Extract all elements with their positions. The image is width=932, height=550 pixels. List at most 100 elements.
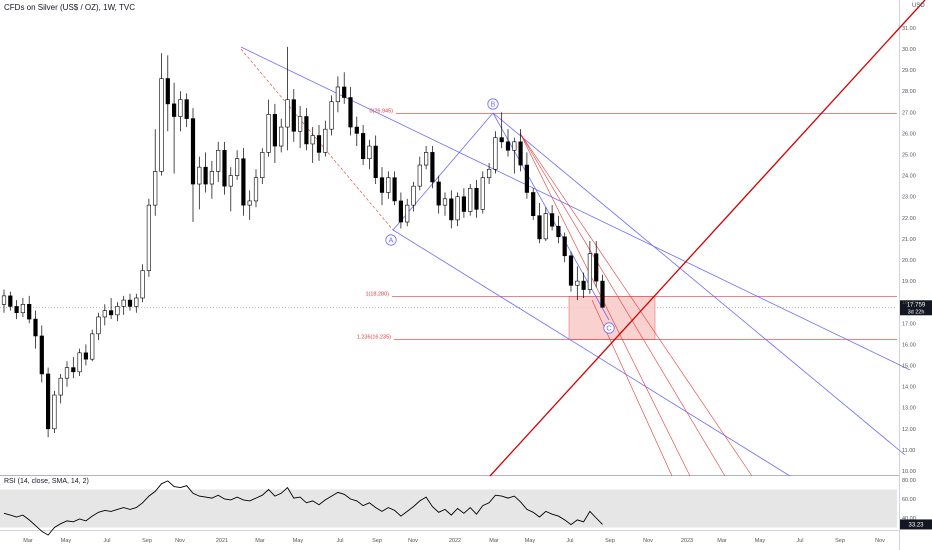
- price-tick-label: 19.00: [902, 279, 916, 285]
- candle: [329, 95, 334, 136]
- candle: [543, 207, 548, 242]
- time-tick-label: Jul: [566, 538, 573, 544]
- candle-down: [600, 280, 605, 308]
- candle-up: [58, 377, 63, 396]
- candle: [436, 175, 441, 214]
- candle-up: [405, 204, 410, 223]
- candle-down: [474, 187, 479, 210]
- candle: [392, 171, 397, 206]
- candle: [531, 188, 536, 220]
- candle-down: [348, 97, 353, 128]
- candle-up: [442, 198, 448, 206]
- candle-up: [134, 297, 139, 307]
- candle-down: [291, 99, 296, 132]
- time-tick-label: May: [293, 538, 304, 544]
- candle: [115, 302, 120, 322]
- candle: [102, 304, 107, 326]
- candle: [442, 192, 448, 216]
- candle-up: [178, 99, 183, 117]
- currency-label: USD: [912, 3, 925, 9]
- fan-line: [519, 132, 753, 477]
- candle-down: [8, 295, 13, 307]
- price-tick-label: 23.00: [902, 195, 916, 201]
- candle-up: [279, 126, 284, 147]
- price-tick-label: 15.00: [902, 364, 916, 370]
- candle: [468, 184, 473, 216]
- candle-down: [436, 181, 441, 206]
- candle-up: [285, 99, 290, 128]
- candle-up: [587, 253, 592, 290]
- wave-label-a: A: [389, 238, 394, 245]
- fib-target-zone: [568, 295, 656, 340]
- candle: [480, 171, 485, 214]
- grid: [0, 0, 900, 550]
- candle-down: [549, 213, 555, 227]
- channel-lower-line: [392, 229, 791, 477]
- candle-up: [20, 304, 26, 314]
- candle: [45, 367, 51, 438]
- time-tick-label: Mar: [23, 538, 33, 544]
- candle: [90, 329, 95, 362]
- last-price-badge: [900, 300, 932, 316]
- candle-up: [486, 168, 492, 179]
- time-tick-label: Nov: [643, 538, 653, 544]
- candle-up: [323, 128, 328, 153]
- fib-level-label: 0(26.945): [369, 108, 393, 114]
- candle-up: [209, 171, 215, 185]
- time-tick-label: Nov: [875, 538, 885, 544]
- price-tick-label: 28.00: [902, 89, 916, 95]
- candle: [360, 124, 366, 166]
- candle: [260, 148, 265, 185]
- candle-down: [127, 299, 133, 307]
- candle: [228, 167, 233, 212]
- candle: [109, 297, 114, 320]
- candle-up: [228, 175, 233, 187]
- rsi-tick-label: 40.00: [902, 516, 916, 522]
- time-tick-label: Nov: [175, 538, 185, 544]
- candle: [537, 203, 542, 244]
- rsi-title: RSI (14, close, SMA, 14, 2): [4, 478, 89, 485]
- time-tick-label: May: [61, 538, 72, 544]
- rsi-value-badge: [900, 519, 932, 530]
- time-tick-label: 2022: [449, 538, 461, 544]
- candle: [77, 348, 82, 377]
- candle: [323, 120, 328, 157]
- candle-up: [146, 204, 152, 271]
- candle-up: [455, 196, 460, 221]
- candle-down: [568, 255, 574, 286]
- candle: [367, 139, 372, 170]
- candle: [499, 112, 504, 149]
- candle-down: [505, 141, 511, 151]
- candle: [209, 160, 215, 199]
- candle: [140, 264, 145, 303]
- candle: [594, 241, 599, 288]
- wave-label-b: B: [491, 102, 496, 109]
- candle: [587, 241, 592, 294]
- candle-down: [27, 304, 32, 320]
- fan-line: [519, 132, 726, 477]
- candle-down: [316, 135, 322, 153]
- candle-up: [480, 177, 485, 210]
- candle-down: [272, 114, 278, 147]
- candle-down: [190, 118, 196, 185]
- candle: [342, 72, 347, 104]
- candle: [518, 129, 523, 172]
- time-tick-label: Sep: [142, 538, 152, 544]
- candle-down: [379, 177, 385, 193]
- candle: [172, 82, 177, 174]
- candle-down: [172, 103, 177, 117]
- price-tick-label: 29.00: [902, 68, 916, 74]
- candle: [354, 116, 359, 147]
- time-tick-label: Jul: [796, 538, 803, 544]
- ascending-red-line: [489, 0, 926, 477]
- fan-line: [519, 132, 691, 477]
- candle-up: [260, 152, 265, 179]
- price-tick-label: 18.00: [902, 300, 916, 306]
- time-tick-label: Sep: [372, 538, 382, 544]
- candle-up: [96, 316, 101, 335]
- candle: [96, 312, 101, 341]
- candle-down: [342, 86, 347, 98]
- candle: [159, 53, 164, 176]
